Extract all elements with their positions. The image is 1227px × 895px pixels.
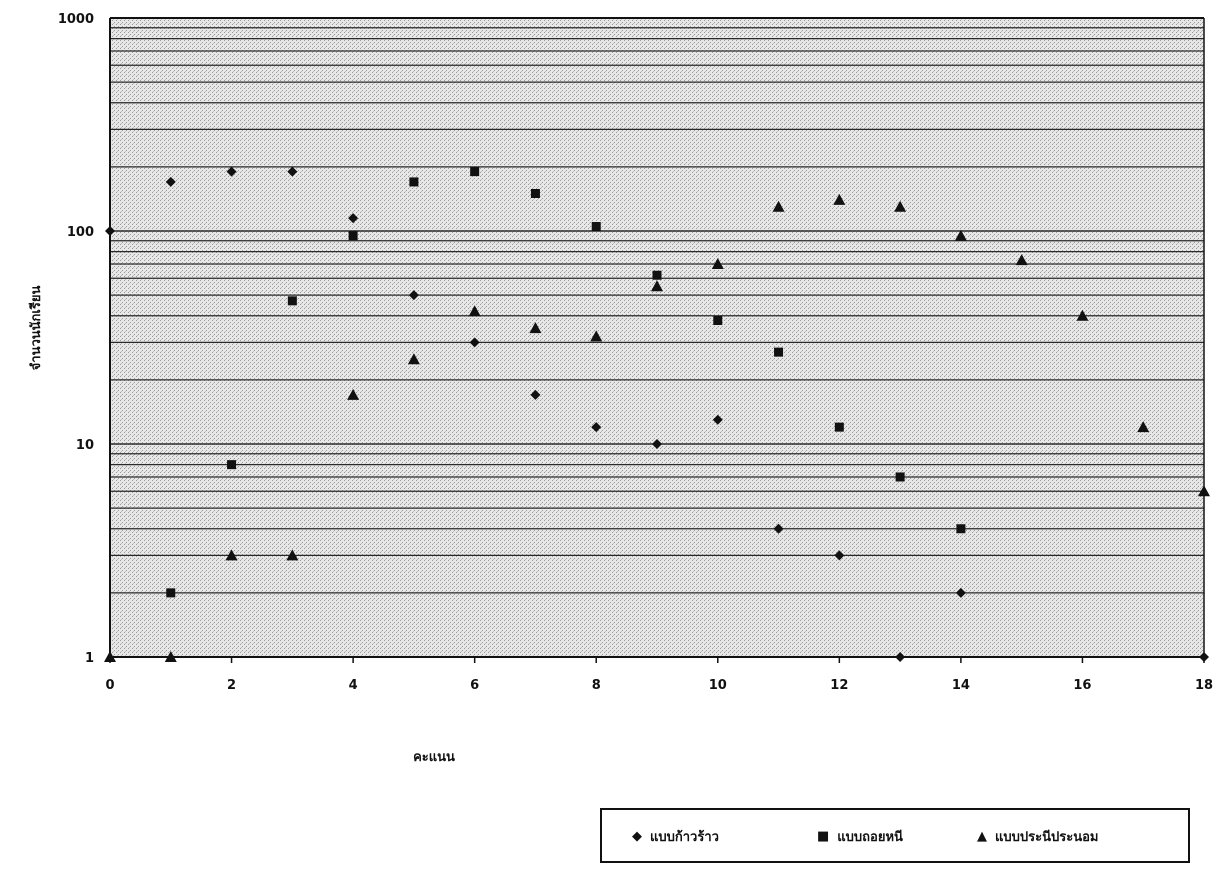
diamond-point	[105, 226, 115, 236]
diamond-point	[165, 176, 176, 187]
x-tick-labels: 0 2 4 6 8 10 12 14 16 18	[105, 657, 1213, 693]
triangle-point	[772, 200, 785, 212]
triangle-point	[954, 229, 967, 241]
triangle-point	[468, 305, 481, 317]
y-tick-label: 10	[76, 438, 94, 453]
diamond-point	[530, 389, 541, 400]
plot-background	[110, 18, 1204, 657]
square-point	[409, 177, 419, 187]
diamond-point	[226, 166, 237, 177]
x-tick-label: 10	[709, 678, 727, 693]
x-axis-title: คะแนน	[413, 750, 455, 765]
data-points	[104, 166, 1210, 662]
axes	[109, 17, 1205, 658]
square-point	[834, 422, 844, 432]
legend-item-aggressive: ◆ แบบก้าวร้าว	[632, 826, 719, 847]
triangle-point	[529, 322, 542, 334]
legend: ◆ แบบก้าวร้าว ■ แบบถอยหนี ▲ แบบประนีประน…	[600, 808, 1190, 863]
triangle-point	[407, 353, 420, 365]
diamond-point	[712, 414, 723, 425]
square-marker-icon: ■	[817, 829, 830, 844]
square-point	[287, 296, 297, 306]
y-tick-label: 1	[85, 651, 94, 666]
diamond-point	[773, 523, 784, 534]
triangle-marker-icon: ▲	[977, 829, 987, 844]
triangle-point	[164, 651, 177, 662]
triangle-point	[347, 388, 360, 400]
x-tick-label: 16	[1073, 678, 1091, 693]
square-point	[470, 167, 480, 177]
legend-label: แบบก้าวร้าว	[650, 830, 719, 845]
square-point	[956, 524, 966, 534]
plot-area	[110, 18, 1204, 657]
x-tick-label: 18	[1195, 678, 1213, 693]
diamond-point	[469, 337, 480, 348]
x-tick-label: 8	[592, 678, 601, 693]
y-axis-title: จำนวนนักเรียน	[28, 286, 44, 371]
legend-item-compromise: ▲ แบบประนีประนอม	[977, 826, 1098, 847]
triangle-point	[1137, 421, 1150, 433]
diamond-point	[955, 587, 966, 598]
triangle-point	[286, 549, 299, 561]
x-tick-label: 4	[349, 678, 358, 693]
diamond-point	[834, 550, 845, 561]
square-point	[348, 231, 358, 241]
y-tick-labels: 1 10 100 1000	[58, 12, 94, 666]
diamond-point	[408, 290, 419, 301]
legend-item-withdrawal: ■ แบบถอยหนี	[817, 826, 903, 847]
y-tick-label: 1000	[58, 12, 94, 27]
square-point	[530, 188, 540, 198]
triangle-point	[1015, 254, 1028, 266]
x-tick-label: 6	[470, 678, 479, 693]
square-point	[591, 221, 601, 231]
x-tick-label: 0	[105, 678, 114, 693]
diamond-point	[652, 439, 662, 449]
triangle-point	[1076, 309, 1089, 321]
legend-label: แบบถอยหนี	[837, 830, 903, 845]
triangle-point	[225, 549, 238, 561]
triangle-point	[833, 193, 846, 205]
diamond-marker-icon: ◆	[632, 829, 642, 844]
legend-label: แบบประนีประนอม	[995, 830, 1099, 845]
x-tick-label: 12	[830, 678, 848, 693]
diamond-point	[895, 652, 906, 662]
square-point	[713, 316, 723, 326]
x-tick-label: 14	[952, 678, 970, 693]
diamond-point	[287, 166, 298, 177]
diamond-point	[591, 422, 602, 433]
triangle-point	[651, 280, 663, 292]
triangle-point	[590, 330, 603, 342]
square-point	[227, 460, 237, 470]
square-point	[166, 588, 176, 598]
triangle-point	[894, 200, 907, 212]
square-point	[652, 270, 662, 280]
triangle-point	[1198, 485, 1210, 497]
x-tick-label: 2	[227, 678, 236, 693]
triangle-point	[104, 651, 116, 662]
diamond-point	[348, 213, 359, 224]
diamond-point	[1199, 652, 1209, 662]
y-tick-label: 100	[67, 225, 94, 240]
square-point	[774, 347, 784, 357]
triangle-point	[711, 257, 724, 269]
square-point	[895, 472, 905, 482]
